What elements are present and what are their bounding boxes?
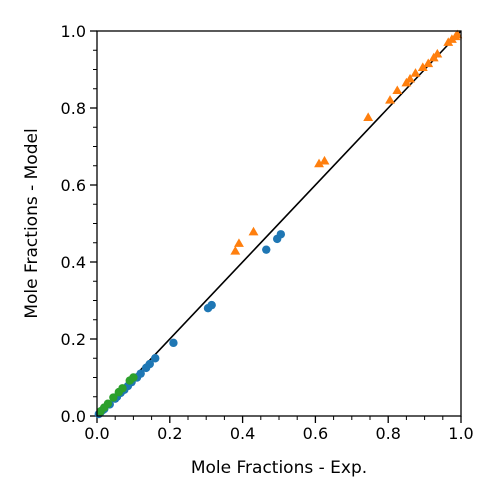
series-1-point	[207, 300, 216, 310]
series-3-point	[118, 384, 127, 393]
y-tick-label: 0.4	[61, 253, 86, 272]
series-1-point	[145, 359, 154, 369]
series-2-point	[234, 238, 244, 247]
x-tick-label: 0.0	[84, 424, 109, 443]
series-2-point	[405, 73, 415, 83]
series-2-point	[423, 58, 434, 68]
series-1-point	[169, 338, 178, 348]
series-2-point	[392, 85, 403, 95]
data-points	[94, 29, 463, 419]
plot-frame	[96, 30, 462, 417]
x-axis-label: Mole Fractions - Exp.	[191, 458, 367, 478]
series-2-point	[363, 112, 374, 121]
y-tick-label: 0.2	[61, 330, 86, 349]
series-2-point	[248, 226, 259, 236]
series-3-point	[103, 399, 113, 408]
series-1-point	[262, 245, 271, 254]
series-1-point	[276, 230, 286, 239]
tick-labels: 0.0 0.2 0.4 0.6 0.8 1.0 0.0 0.2 0.4 0.6 0.8 1.0	[61, 22, 474, 443]
series-2-point	[230, 246, 241, 255]
x-minor-ticks	[114, 416, 444, 420]
y-axis-label: Mole Fractions - Model	[22, 128, 42, 318]
y-tick-label: 0.6	[61, 176, 86, 195]
series-2-point	[314, 158, 324, 168]
series-2-point	[319, 155, 330, 165]
x-tick-label: 0.6	[303, 424, 328, 443]
x-tick-label: 1.0	[448, 424, 473, 443]
reference-line-group	[96, 30, 462, 417]
parity-line	[96, 30, 462, 417]
y-tick-label: 0.0	[61, 407, 86, 426]
series-3-point	[129, 373, 138, 382]
x-tick-label: 0.4	[230, 424, 255, 443]
series-1-point	[136, 369, 145, 378]
series-2-point	[417, 62, 428, 71]
series-2-point	[410, 68, 421, 77]
series-2-point	[432, 48, 443, 58]
series-1-point	[151, 354, 160, 363]
x-tick-label: 0.2	[157, 424, 182, 443]
y-minor-ticks	[93, 49, 97, 398]
y-tick-label: 1.0	[61, 22, 86, 41]
x-tick-label: 0.8	[375, 424, 400, 443]
series-3-point	[109, 393, 118, 402]
major-ticks	[90, 30, 462, 423]
series-2-point	[452, 29, 463, 39]
series-2-point	[385, 95, 395, 104]
y-tick-label: 0.8	[61, 99, 86, 118]
